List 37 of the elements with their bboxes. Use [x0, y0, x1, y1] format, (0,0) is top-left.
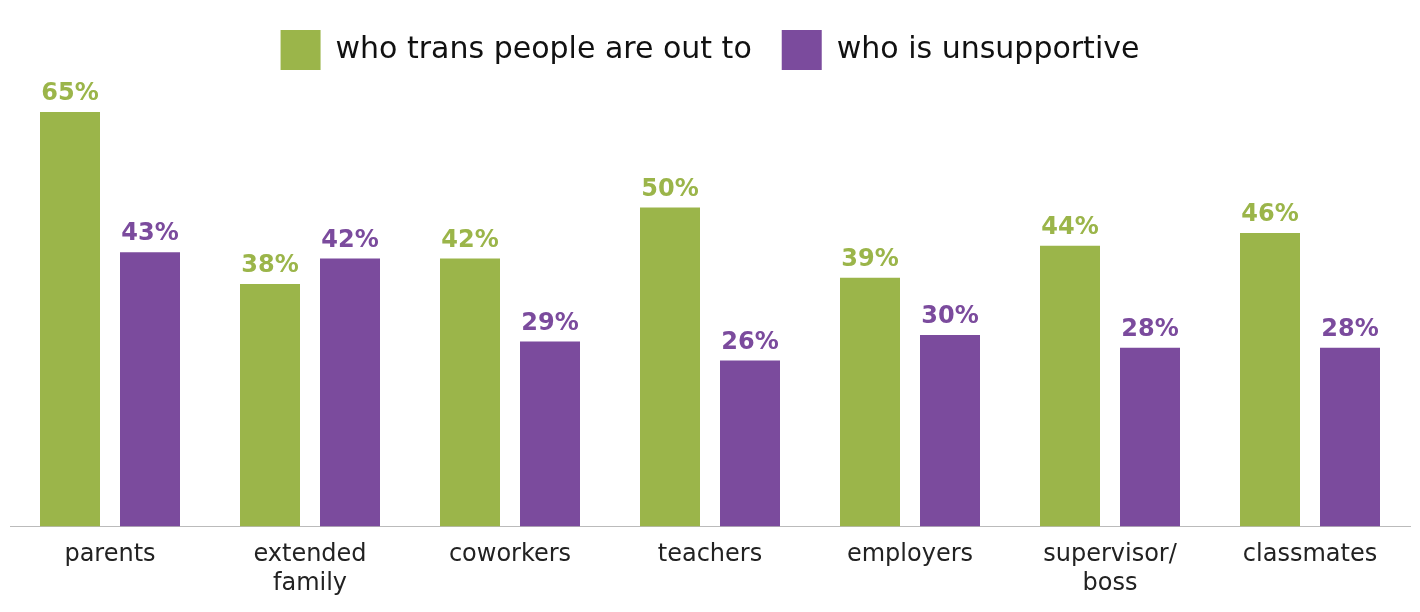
bar [1120, 347, 1180, 527]
bar [40, 111, 100, 527]
bar [320, 258, 380, 527]
data-label: 28% [1321, 314, 1379, 343]
data-label: 42% [441, 224, 499, 253]
data-label: 46% [1241, 199, 1299, 228]
legend-label: who is unsupportive [836, 29, 1140, 65]
bar [840, 277, 900, 527]
data-label: 50% [641, 173, 699, 202]
data-label: 39% [841, 243, 899, 272]
x-tick-label: teachers [657, 539, 763, 568]
data-label: 26% [721, 326, 779, 355]
bar [240, 284, 300, 527]
data-label: 30% [921, 301, 979, 330]
data-label: 44% [1041, 212, 1099, 241]
bar [920, 335, 980, 527]
legend-label: who trans people are out to [335, 29, 752, 65]
x-tick-label: extended family [253, 539, 367, 596]
x-tick-label: employers [846, 539, 974, 568]
bar [120, 252, 180, 527]
x-tick-label: classmates [1242, 539, 1378, 568]
bar [520, 341, 580, 527]
bar [1240, 233, 1300, 527]
data-label: 65% [41, 78, 99, 107]
data-label: 38% [241, 250, 299, 279]
bar [720, 360, 780, 527]
x-tick-label: coworkers [448, 539, 572, 568]
data-label: 28% [1121, 314, 1179, 343]
data-label: 29% [521, 307, 579, 336]
x-tick-label: parents [64, 539, 156, 568]
bar [1320, 347, 1380, 527]
data-label: 42% [321, 224, 379, 253]
bar [440, 258, 500, 527]
bar [640, 207, 700, 527]
bar [1040, 245, 1100, 527]
data-label: 43% [121, 218, 179, 247]
x-tick-label: supervisor/ boss [1043, 539, 1178, 596]
